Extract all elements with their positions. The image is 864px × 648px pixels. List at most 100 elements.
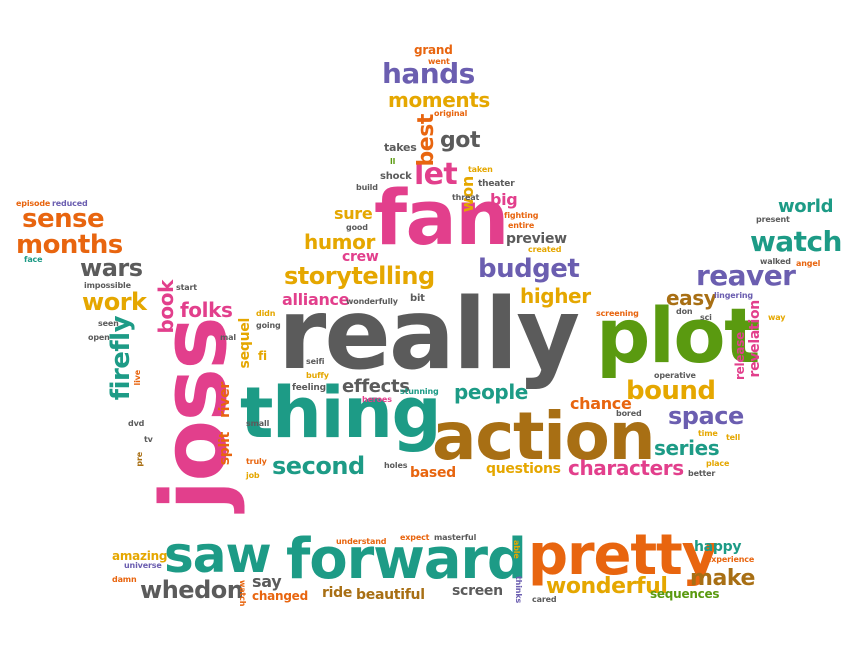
word-sense: sense (22, 204, 105, 234)
word-feeling: feeling (292, 383, 326, 393)
word-happy: happy (694, 539, 742, 555)
word-way: way (768, 313, 786, 322)
word-forward: forward (286, 527, 527, 592)
word-bit: bit (410, 293, 425, 304)
word-best: best (414, 114, 439, 167)
word-don: don (676, 307, 693, 316)
word-budget: budget (478, 254, 580, 284)
word-changed: changed (252, 589, 308, 603)
word-theater: theater (478, 179, 515, 189)
word-screening: screening (596, 309, 639, 318)
word-understand: understand (336, 537, 387, 546)
word-experience: experience (706, 555, 755, 564)
word-episode: episode (16, 199, 51, 208)
word-stunning: stunning (400, 387, 439, 396)
word-build: build (356, 183, 378, 192)
word-second: second (272, 452, 365, 480)
word-buffy: buffy (306, 371, 329, 380)
word-live: live (133, 370, 142, 386)
word-effects: effects (342, 376, 410, 397)
word-preview: preview (506, 231, 567, 247)
word-release: release (733, 332, 747, 381)
word-moments: moments (388, 88, 490, 112)
word-really: really (278, 278, 580, 392)
word-watch-small: watch (238, 580, 247, 607)
word-sequences: sequences (650, 587, 720, 601)
word-dvd: dvd (128, 419, 145, 428)
word-masterful: masterful (434, 533, 477, 542)
word-screen: screen (452, 583, 503, 599)
word-space: space (668, 402, 744, 430)
word-book: book (154, 280, 178, 334)
word-wars: wars (80, 254, 143, 282)
word-wonderfully: wonderfully (346, 297, 398, 306)
word-reaver: reaver (696, 259, 796, 292)
word-holes: holes (384, 461, 408, 470)
word-went: went (428, 57, 450, 66)
word-bored: bored (616, 409, 642, 418)
word-expect: expect (400, 533, 430, 542)
word-shock: shock (380, 171, 412, 182)
word-pre: pre (135, 452, 144, 467)
word-work: work (82, 288, 147, 316)
word-based: based (410, 465, 456, 481)
word-got: got (440, 128, 481, 153)
word-beautiful: beautiful (356, 587, 425, 603)
word-storytelling: storytelling (284, 262, 435, 290)
word-truly: truly (246, 457, 267, 466)
word-easy: easy (666, 286, 717, 310)
word-impossible: impossible (84, 281, 131, 290)
word-start: start (176, 283, 197, 292)
word-mal: mal (220, 333, 236, 342)
word-entire: entire (508, 221, 535, 230)
word-firefly: firefly (106, 316, 136, 401)
word-tv: tv (144, 435, 153, 444)
word-hands: hands (382, 57, 475, 90)
word-fi: fi (258, 349, 267, 363)
word-angel: angel (796, 259, 821, 268)
word-cared: cared (532, 595, 557, 604)
word-characters: characters (568, 456, 684, 480)
word-watch: watch (750, 225, 842, 258)
word-tell: tell (726, 433, 741, 442)
word-alliance: alliance (282, 290, 350, 309)
word-face: face (24, 255, 43, 264)
word-going: going (256, 321, 281, 330)
word-let: let (414, 157, 458, 192)
word-operative: operative (654, 371, 696, 380)
word-questions: questions (486, 461, 561, 477)
word-reduced: reduced (52, 199, 88, 208)
word-bound: bound (626, 376, 716, 406)
word-series: series (654, 436, 720, 460)
word-world: world (778, 196, 834, 217)
word-ride: ride (322, 585, 353, 601)
word-wonderful: wonderful (546, 574, 668, 599)
word-universe: universe (124, 561, 162, 570)
word-humor: humor (304, 230, 375, 254)
word-didn: didn (256, 309, 276, 318)
word-grand: grand (414, 43, 453, 57)
word-seen: seen (98, 319, 119, 328)
word-chance: chance (570, 394, 632, 413)
word-pretty: pretty (528, 523, 718, 588)
word-amazing: amazing (112, 549, 168, 563)
word-months: months (16, 230, 123, 260)
word-created: created (528, 245, 562, 254)
word-folks: folks (180, 298, 233, 322)
word-place: place (706, 459, 730, 468)
word-whedon: whedon (140, 576, 244, 604)
word-river: river (217, 382, 233, 418)
word-small: small (246, 419, 270, 428)
word-walked: walked (760, 257, 791, 266)
word-thing: thing (240, 372, 442, 454)
word-damn: damn (112, 575, 137, 584)
word-higher: higher (520, 284, 591, 308)
word-sure: sure (334, 204, 373, 223)
word-people: people (454, 380, 528, 404)
word-threat: threat (452, 193, 480, 202)
word-able: able (512, 540, 521, 559)
word-heroes: heroes (362, 395, 392, 404)
word-time: time (698, 429, 718, 438)
word-action: action (432, 398, 656, 475)
